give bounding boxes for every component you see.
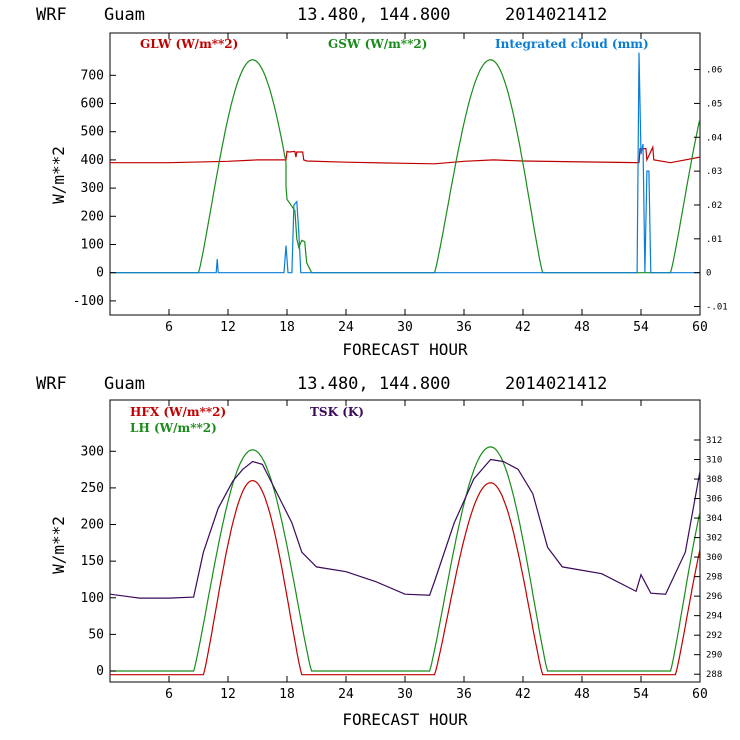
panel-1-x-ticks: 6 12 18 24 30 36 42 48 54 60: [165, 33, 708, 335]
y-tick-label: 300: [81, 181, 104, 196]
panel-2-x-axis-label: FORECAST HOUR: [342, 710, 468, 729]
y-tick-label: 600: [81, 97, 104, 112]
legend-tsk: TSK (K): [310, 405, 364, 419]
legend-integrated-cloud: Integrated cloud (mm): [495, 37, 649, 51]
right-tick-label: 306: [706, 495, 722, 505]
panel-1-header-run: 2014021412: [505, 5, 607, 25]
y-tick-label: 50: [88, 627, 104, 642]
x-tick-label: 42: [515, 320, 531, 335]
x-tick-label: 18: [279, 320, 295, 335]
x-tick-label: 42: [515, 687, 531, 702]
panel-1-header-model: WRF: [36, 5, 67, 25]
y-tick-label: 0: [96, 266, 104, 281]
legend-lh: LH (W/m**2): [130, 421, 217, 435]
panel-2-y-ticks: 0 50 100 150 200 250 300: [81, 444, 116, 679]
y-tick-label: 150: [81, 554, 104, 569]
x-tick-label: 36: [456, 687, 472, 702]
panel-1-y-ticks: -100 0 100 200 300 400 500 600 700: [73, 68, 116, 309]
y-tick-label: 200: [81, 209, 104, 224]
panel-1-right-ticks: .06 .05 .04 .03 .02 .01 0 -.01: [694, 66, 728, 313]
series-line-lh: [110, 446, 700, 672]
x-tick-label: 48: [574, 687, 590, 702]
x-tick-label: 30: [397, 320, 413, 335]
right-tick-label: .04: [706, 133, 722, 143]
panel-2-series: [110, 446, 700, 676]
panel-2-right-ticks: 312 310 308 306 304 302 300 298 296 294 292 290 288: [694, 436, 722, 680]
y-tick-label: -100: [73, 294, 104, 309]
x-tick-label: 54: [633, 687, 649, 702]
right-tick-label: 288: [706, 670, 722, 680]
panel-1-header-location: Guam: [104, 5, 145, 25]
right-tick-label: .02: [706, 201, 722, 211]
legend-hfx: HFX (W/m**2): [130, 405, 226, 419]
x-tick-label: 24: [338, 687, 354, 702]
right-tick-label: 302: [706, 534, 722, 544]
right-tick-label: .05: [706, 99, 722, 109]
panel-2-plot-frame: [109, 399, 701, 683]
series-line-gsw: [110, 59, 700, 274]
right-tick-label: 290: [706, 651, 722, 661]
x-tick-label: 24: [338, 320, 354, 335]
x-tick-label: 60: [692, 320, 708, 335]
panel-2-x-ticks: 6 12 18 24 30 36 42 48 54 60: [165, 400, 708, 702]
panel-2-y-axis-label: W/m**2: [49, 516, 68, 574]
panel-2: WRF Guam 13.480, 144.800 2014021412 6 12 1…: [36, 374, 722, 729]
series-line-glw: [110, 144, 700, 165]
legend-gsw: GSW (W/m**2): [328, 37, 427, 51]
right-tick-label: 308: [706, 475, 722, 485]
y-tick-label: 700: [81, 68, 104, 83]
series-line-hfx: [110, 479, 700, 676]
panel-2-header-location: Guam: [104, 374, 145, 394]
y-tick-label: 200: [81, 518, 104, 533]
panel-2-header-run: 2014021412: [505, 374, 607, 394]
right-tick-label: 300: [706, 553, 722, 563]
x-tick-label: 30: [397, 687, 413, 702]
right-tick-label: .01: [706, 235, 722, 245]
panel-2-header-coords: 13.480, 144.800: [297, 374, 451, 394]
x-tick-label: 36: [456, 320, 472, 335]
x-tick-label: 60: [692, 687, 708, 702]
right-tick-label: 312: [706, 436, 722, 446]
y-tick-label: 100: [81, 238, 104, 253]
x-tick-label: 54: [633, 320, 649, 335]
panel-1-header-coords: 13.480, 144.800: [297, 5, 451, 25]
series-line-integrated: [110, 52, 700, 274]
y-tick-label: 250: [81, 481, 104, 496]
x-tick-label: 18: [279, 687, 295, 702]
right-tick-label: 298: [706, 573, 722, 583]
right-tick-label: 0: [706, 269, 711, 279]
x-tick-label: 6: [165, 687, 173, 702]
right-tick-label: 294: [706, 612, 722, 622]
panel-1-y-axis-label: W/m**2: [49, 146, 68, 204]
y-tick-label: 500: [81, 125, 104, 140]
y-tick-label: 0: [96, 664, 104, 679]
right-tick-label: -.01: [706, 303, 728, 313]
panel-1-series: [110, 52, 700, 274]
y-tick-label: 400: [81, 153, 104, 168]
right-tick-label: .06: [706, 66, 722, 76]
y-tick-label: 300: [81, 444, 104, 459]
legend-glw: GLW (W/m**2): [140, 37, 238, 51]
x-tick-label: 12: [220, 320, 236, 335]
right-tick-label: 296: [706, 592, 722, 602]
right-tick-label: .03: [706, 167, 722, 177]
right-tick-label: 310: [706, 456, 722, 466]
panel-2-header-model: WRF: [36, 374, 67, 394]
right-tick-label: 292: [706, 631, 722, 641]
x-tick-label: 12: [220, 687, 236, 702]
y-tick-label: 100: [81, 591, 104, 606]
panel-1: WRF Guam 13.480, 144.800 2014021412 6 12 1…: [36, 5, 728, 359]
x-tick-label: 6: [165, 320, 173, 335]
series-line-tsk: [110, 458, 700, 599]
right-tick-label: 304: [706, 514, 722, 524]
x-tick-label: 48: [574, 320, 590, 335]
panel-1-x-axis-label: FORECAST HOUR: [342, 340, 468, 359]
